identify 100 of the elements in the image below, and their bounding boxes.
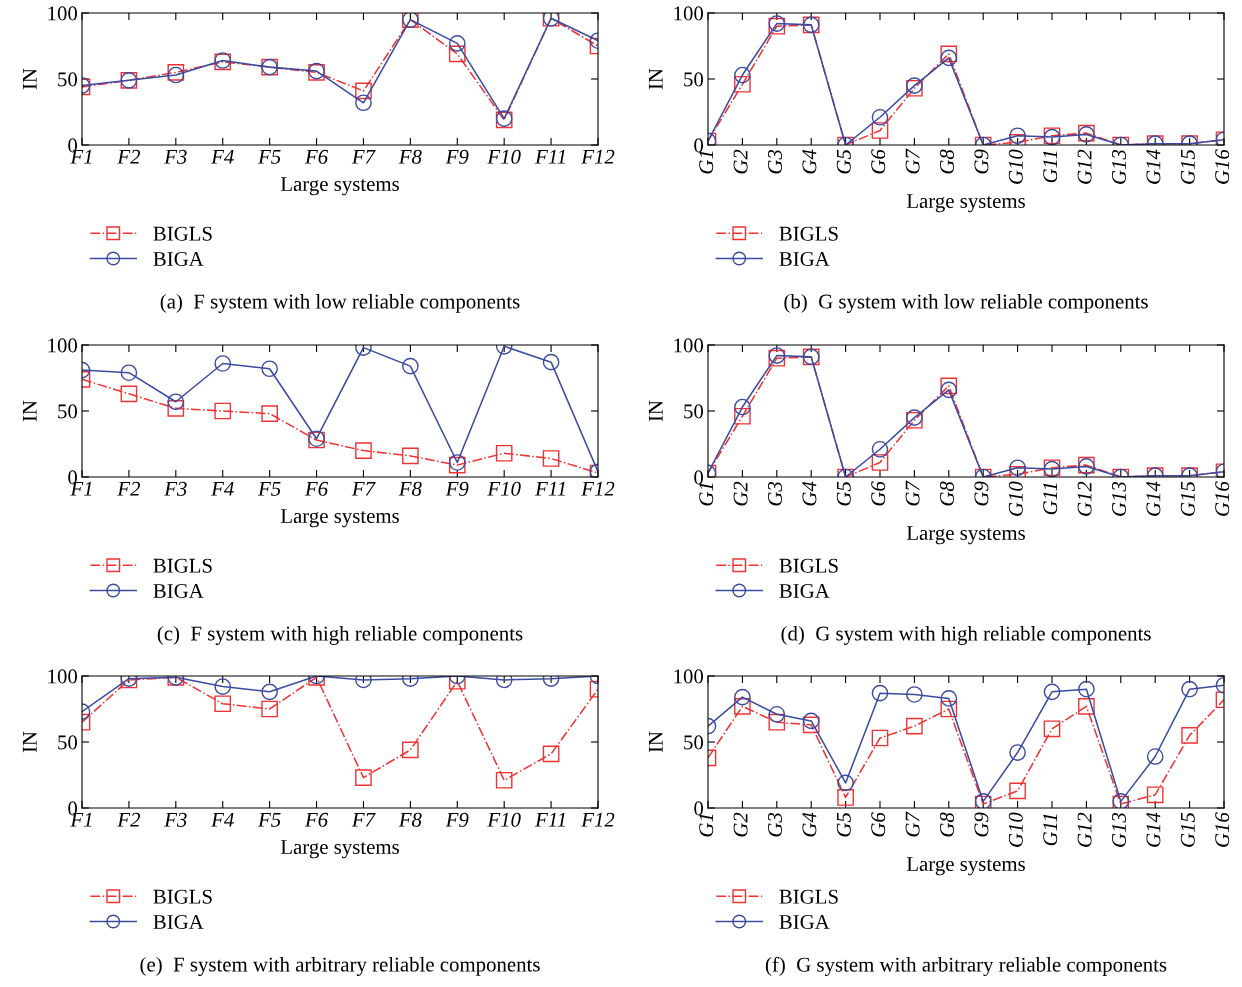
point bbox=[1146, 748, 1164, 765]
point bbox=[940, 45, 958, 63]
x-tick-label: G3 bbox=[768, 812, 783, 837]
x-tick-label: F11 bbox=[534, 812, 565, 827]
legend-label: BIGA bbox=[153, 583, 204, 598]
text: (b) G system with low reliable components bbox=[784, 293, 1148, 313]
point bbox=[542, 450, 560, 467]
x-tick-label: G8 bbox=[939, 481, 955, 506]
x-tick-label: G14 bbox=[1146, 812, 1161, 847]
point bbox=[355, 769, 372, 786]
legend-label: BIGA bbox=[779, 914, 830, 929]
x-tick-label: G6 bbox=[871, 149, 886, 174]
x-tick-label: F10 bbox=[487, 149, 521, 164]
point bbox=[940, 377, 958, 395]
point bbox=[871, 729, 889, 747]
point bbox=[1146, 786, 1164, 804]
point bbox=[768, 713, 786, 731]
x-tick-label: F4 bbox=[211, 812, 234, 827]
point bbox=[167, 400, 185, 417]
y-axis-title: IN bbox=[22, 68, 37, 90]
legend-label: BIGLS bbox=[153, 226, 212, 241]
y-axis-title: IN bbox=[22, 400, 37, 422]
x-tick-label: F8 bbox=[398, 812, 422, 827]
x-tick-label: G9 bbox=[974, 812, 989, 837]
point bbox=[940, 700, 958, 718]
x-tick-label: G16 bbox=[1215, 481, 1230, 516]
x-tick-label: G7 bbox=[905, 148, 920, 174]
x-tick-label: F2 bbox=[117, 149, 141, 164]
x-axis-title: Large systems bbox=[280, 509, 399, 528]
legend-label: BIGLS bbox=[779, 558, 838, 573]
x-tick-label: G2 bbox=[733, 481, 748, 506]
x-axis-title: Large systems bbox=[906, 526, 1025, 545]
point bbox=[448, 676, 466, 690]
point bbox=[120, 385, 138, 403]
y-tick-label: 0 bbox=[694, 801, 704, 816]
x-tick-label: G4 bbox=[802, 149, 817, 174]
x-tick-label: G7 bbox=[905, 811, 920, 837]
point bbox=[940, 381, 958, 399]
point bbox=[355, 94, 372, 112]
y-tick-label: 50 bbox=[684, 72, 704, 87]
point bbox=[542, 353, 560, 371]
point bbox=[1009, 782, 1026, 800]
y-tick-label: 50 bbox=[58, 404, 78, 419]
x-tick-label: F12 bbox=[581, 149, 615, 164]
point bbox=[871, 454, 889, 471]
x-tick-label: G15 bbox=[1180, 149, 1195, 184]
point bbox=[355, 82, 372, 100]
y-tick-label: 100 bbox=[674, 6, 704, 21]
y-tick-label: 0 bbox=[694, 138, 704, 153]
point bbox=[871, 440, 889, 458]
point bbox=[261, 360, 278, 378]
x-tick-label: G10 bbox=[1008, 149, 1023, 184]
x-tick-label: G5 bbox=[836, 481, 851, 506]
x-tick-label: F6 bbox=[304, 812, 329, 827]
x-tick-label: G16 bbox=[1215, 149, 1230, 184]
x-tick-label: G14 bbox=[1146, 149, 1161, 184]
legend-label: BIGLS bbox=[779, 889, 838, 904]
x-tick-label: G12 bbox=[1077, 149, 1092, 184]
x-tick-label: G13 bbox=[1112, 149, 1127, 184]
x-tick-label: G11 bbox=[1043, 483, 1058, 515]
point bbox=[734, 407, 751, 425]
x-tick-label: F5 bbox=[257, 149, 281, 164]
legend-label: BIGA bbox=[153, 251, 204, 266]
x-axis-title: Large systems bbox=[906, 194, 1025, 213]
point bbox=[448, 45, 466, 63]
x-tick-label: F8 bbox=[398, 481, 422, 496]
x-tick-label: G13 bbox=[1112, 481, 1127, 516]
y-tick-label: 100 bbox=[674, 338, 704, 353]
x-tick-label: F4 bbox=[211, 481, 234, 496]
point bbox=[871, 108, 889, 126]
point bbox=[1009, 127, 1026, 145]
point bbox=[871, 684, 889, 702]
point bbox=[1043, 720, 1061, 738]
x-tick-label: F7 bbox=[351, 812, 376, 827]
y-tick-label: 100 bbox=[48, 6, 78, 21]
y-tick-label: 100 bbox=[48, 338, 78, 353]
y-axis-title: IN bbox=[648, 731, 663, 753]
x-tick-label: G1 bbox=[699, 151, 714, 174]
point bbox=[837, 789, 854, 806]
x-tick-label: F3 bbox=[164, 812, 187, 827]
x-tick-label: F9 bbox=[445, 149, 469, 164]
x-tick-label: G9 bbox=[974, 481, 989, 506]
text: (c) F system with high reliable components bbox=[157, 625, 523, 645]
x-tick-label: F3 bbox=[164, 481, 187, 496]
point bbox=[734, 688, 751, 706]
point bbox=[402, 447, 419, 465]
x-tick-label: F9 bbox=[445, 812, 469, 827]
y-tick-label: 50 bbox=[684, 404, 704, 419]
x-tick-label: G7 bbox=[905, 480, 920, 506]
point bbox=[1009, 744, 1026, 761]
point bbox=[1078, 680, 1095, 698]
x-tick-label: G14 bbox=[1146, 481, 1161, 516]
x-axis-title: Large systems bbox=[906, 857, 1025, 876]
x-tick-label: G10 bbox=[1008, 812, 1023, 847]
x-tick-label: F5 bbox=[257, 481, 281, 496]
x-tick-label: G8 bbox=[939, 149, 955, 174]
point bbox=[906, 717, 923, 735]
x-tick-label: G15 bbox=[1180, 812, 1195, 847]
point bbox=[402, 357, 419, 375]
x-tick-label: G3 bbox=[768, 149, 783, 174]
